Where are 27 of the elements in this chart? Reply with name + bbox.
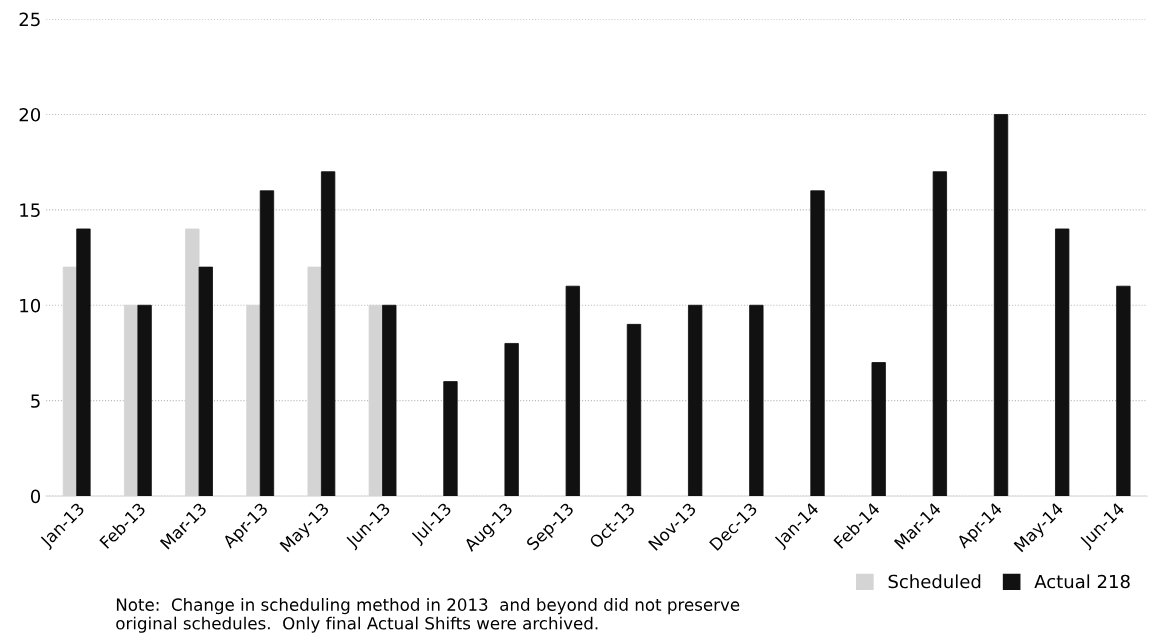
bar: [259, 190, 275, 497]
bar: [993, 114, 1009, 497]
y-tick-label: 0: [30, 489, 41, 504]
bar: [76, 228, 91, 497]
legend-label: Scheduled: [888, 574, 981, 589]
y-tick-label: 10: [20, 298, 41, 313]
bar: [1055, 228, 1070, 497]
bar: [932, 171, 948, 497]
bar: [504, 343, 519, 497]
bar: [626, 323, 642, 497]
bar: [810, 190, 825, 497]
bar: [871, 362, 886, 497]
legend-label: Actual 218: [1034, 574, 1130, 589]
bar: [137, 304, 152, 497]
y-tick-label: 25: [19, 12, 40, 27]
y-tick-label: 20: [19, 107, 41, 122]
text: Note: Change in scheduling method in 2013 and beyond did not preserve original schedules. Only final Actual Shifts were archived.: [116, 598, 740, 633]
bar: [443, 381, 458, 497]
bar: [565, 285, 580, 497]
bar: [198, 266, 213, 497]
bar: [688, 304, 703, 497]
y-tick-label: 5: [31, 394, 40, 408]
bar: [320, 171, 336, 497]
bar: [1116, 285, 1131, 497]
bar: [382, 304, 397, 497]
y-tick-label: 15: [20, 203, 40, 217]
bar: [749, 304, 764, 497]
